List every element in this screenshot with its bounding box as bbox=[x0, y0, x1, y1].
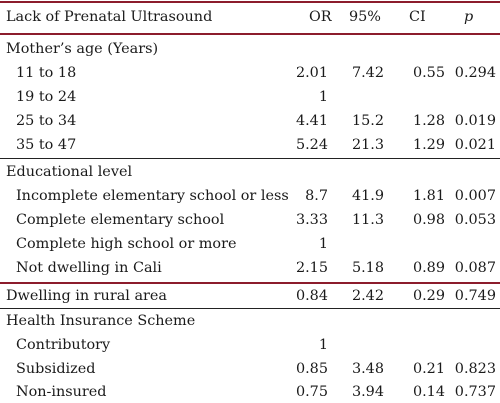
section-divider bbox=[0, 158, 500, 159]
cell-95: 11.3 bbox=[351, 212, 384, 228]
row-label: Complete high school or more bbox=[16, 236, 237, 252]
cell-p: 0.294 bbox=[454, 65, 496, 81]
cell-95: 41.9 bbox=[351, 188, 384, 204]
cell-or: 0.85 bbox=[295, 361, 328, 377]
cell-ci: 1.28 bbox=[412, 113, 445, 129]
row-label: Not dwelling in Cali bbox=[16, 260, 162, 276]
cell-ci: 0.89 bbox=[412, 260, 445, 276]
row-label: 11 to 18 bbox=[16, 65, 77, 81]
cell-p: 0.749 bbox=[454, 288, 496, 304]
cell-ci: 0.98 bbox=[412, 212, 445, 228]
header-bottom-rule bbox=[0, 33, 500, 35]
row-label: Incomplete elementary school or less bbox=[16, 188, 289, 204]
cell-ci: 1.29 bbox=[412, 137, 445, 153]
header-p: p bbox=[464, 9, 474, 25]
cell-ci: 0.55 bbox=[412, 65, 445, 81]
table-row: Not dwelling in Cali 2.15 5.18 0.89 0.08… bbox=[0, 257, 500, 279]
section-heading-mothers-age: Mother’s age (Years) bbox=[0, 38, 500, 60]
header-title: Lack of Prenatal Ultrasound bbox=[6, 9, 213, 25]
section-title: Educational level bbox=[6, 164, 133, 180]
cell-95: 21.3 bbox=[351, 137, 384, 153]
cell-p: 0.053 bbox=[454, 212, 496, 228]
header-or: OR bbox=[309, 9, 332, 25]
table-row-rural: Dwelling in rural area 0.84 2.42 0.29 0.… bbox=[0, 285, 500, 307]
table-row: 25 to 34 4.41 15.2 1.28 0.019 bbox=[0, 110, 500, 132]
table-row: Contributory 1 bbox=[0, 334, 500, 356]
cell-95: 2.42 bbox=[351, 288, 384, 304]
table-top-rule bbox=[0, 1, 500, 3]
cell-or: 1 bbox=[318, 236, 328, 252]
table-row: 11 to 18 2.01 7.42 0.55 0.294 bbox=[0, 62, 500, 84]
cell-ci: 0.29 bbox=[412, 288, 445, 304]
cell-or: 8.7 bbox=[305, 188, 328, 204]
section-divider bbox=[0, 308, 500, 309]
table-row: Subsidized 0.85 3.48 0.21 0.823 bbox=[0, 358, 500, 380]
cell-or: 2.15 bbox=[295, 260, 328, 276]
cell-or: 0.75 bbox=[295, 384, 328, 400]
row-label: 35 to 47 bbox=[16, 137, 77, 153]
row-label: Subsidized bbox=[16, 361, 96, 377]
header-ci: CI bbox=[409, 9, 426, 25]
section-title: Health Insurance Scheme bbox=[6, 313, 196, 329]
cell-or: 4.41 bbox=[295, 113, 328, 129]
row-label: Non-insured bbox=[16, 384, 107, 400]
row-label: 25 to 34 bbox=[16, 113, 77, 129]
section-heading-educational-level: Educational level bbox=[0, 161, 500, 183]
cell-95: 5.18 bbox=[351, 260, 384, 276]
section-heading-health-insurance: Health Insurance Scheme bbox=[0, 310, 500, 332]
section-title: Mother’s age (Years) bbox=[6, 41, 159, 57]
cell-or: 0.84 bbox=[295, 288, 328, 304]
table-row: 35 to 47 5.24 21.3 1.29 0.021 bbox=[0, 134, 500, 156]
cell-or: 1 bbox=[318, 89, 328, 105]
cell-p: 0.019 bbox=[454, 113, 496, 129]
cell-p: 0.823 bbox=[454, 361, 496, 377]
table-row: Complete high school or more 1 bbox=[0, 233, 500, 255]
table-header-row: Lack of Prenatal Ultrasound OR 95% CI p bbox=[0, 6, 500, 28]
row-label: Contributory bbox=[16, 337, 111, 353]
cell-p: 0.737 bbox=[454, 384, 496, 400]
cell-or: 5.24 bbox=[295, 137, 328, 153]
cell-or: 2.01 bbox=[295, 65, 328, 81]
cell-or: 3.33 bbox=[295, 212, 328, 228]
cell-ci: 0.21 bbox=[412, 361, 445, 377]
cell-ci: 0.14 bbox=[412, 384, 445, 400]
cell-p: 0.087 bbox=[454, 260, 496, 276]
table-row: Incomplete elementary school or less 8.7… bbox=[0, 185, 500, 207]
cell-ci: 1.81 bbox=[412, 188, 445, 204]
row-label: Dwelling in rural area bbox=[6, 288, 168, 304]
header-95: 95% bbox=[349, 9, 381, 25]
cell-p: 0.007 bbox=[454, 188, 496, 204]
row-label: Complete elementary school bbox=[16, 212, 225, 228]
cell-95: 3.48 bbox=[351, 361, 384, 377]
cell-p: 0.021 bbox=[454, 137, 496, 153]
cell-or: 1 bbox=[318, 337, 328, 353]
section-divider-accent bbox=[0, 282, 500, 284]
cell-95: 3.94 bbox=[351, 384, 384, 400]
table-row: 19 to 24 1 bbox=[0, 86, 500, 108]
cell-95: 7.42 bbox=[351, 65, 384, 81]
row-label: 19 to 24 bbox=[16, 89, 77, 105]
table-row: Non-insured 0.75 3.94 0.14 0.737 bbox=[0, 381, 500, 403]
cell-95: 15.2 bbox=[351, 113, 384, 129]
table-row: Complete elementary school 3.33 11.3 0.9… bbox=[0, 209, 500, 231]
